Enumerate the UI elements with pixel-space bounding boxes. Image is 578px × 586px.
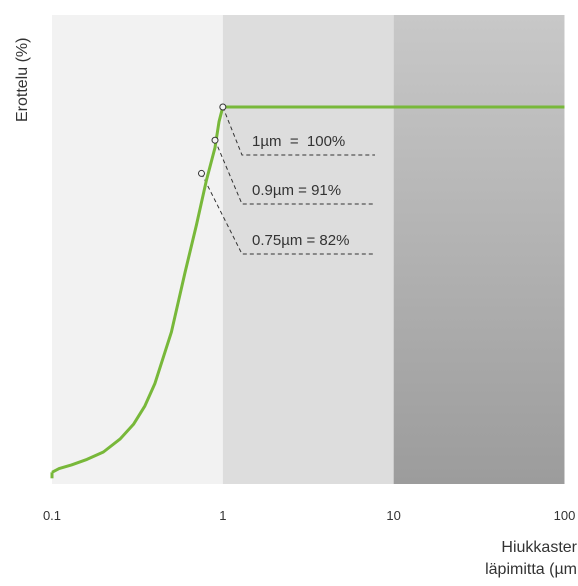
y-axis-label: Erottelu (%) bbox=[14, 37, 31, 122]
annotation-label-1: 1µm = 100% bbox=[252, 133, 345, 150]
annotation-label-3: 0.75µm = 82% bbox=[252, 232, 349, 249]
annotation-marker-1 bbox=[219, 103, 227, 111]
annotation-leader-2 bbox=[214, 140, 375, 205]
x-tick-label-0_1: 0.1 bbox=[43, 508, 61, 523]
annotation-leader-1 bbox=[222, 106, 375, 156]
x-tick-label-100: 100 bbox=[554, 508, 576, 523]
annotation-leader-3 bbox=[201, 173, 375, 255]
background-band-1 bbox=[52, 15, 223, 484]
x-tick-label-10: 10 bbox=[386, 508, 400, 523]
annotation-marker-2 bbox=[211, 136, 219, 144]
background-band-2 bbox=[222, 15, 394, 484]
x-tick-label-1: 1 bbox=[219, 508, 226, 523]
series-group bbox=[50, 105, 565, 479]
y-axis-label-container: Erottelu (%) bbox=[10, 10, 40, 140]
annotation-markers bbox=[197, 103, 227, 177]
series-line-1 bbox=[51, 105, 565, 474]
x-axis-label-line-1: Hiukkaster bbox=[501, 539, 577, 556]
x-axis-ticks: 0.1 1 10 100 bbox=[43, 508, 575, 523]
x-axis-label-line-2: läpimitta (µm bbox=[485, 561, 577, 578]
background-bands bbox=[52, 15, 565, 484]
annotation-label-2: 0.9µm = 91% bbox=[252, 182, 341, 199]
annotations: 1µm = 100% 0.9µm = 91% 0.75µm = 82% bbox=[201, 106, 375, 255]
background-band-3 bbox=[393, 15, 565, 484]
annotation-marker-3 bbox=[197, 169, 205, 177]
